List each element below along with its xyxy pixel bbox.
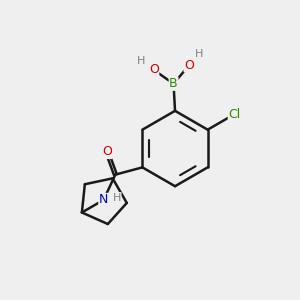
Text: O: O <box>149 63 159 76</box>
Text: H: H <box>112 193 121 202</box>
Text: Cl: Cl <box>228 108 241 121</box>
Text: O: O <box>184 59 194 72</box>
Text: O: O <box>102 146 112 158</box>
Text: N: N <box>99 194 108 206</box>
Text: B: B <box>169 77 178 90</box>
Text: H: H <box>137 56 146 66</box>
Text: H: H <box>195 49 203 58</box>
